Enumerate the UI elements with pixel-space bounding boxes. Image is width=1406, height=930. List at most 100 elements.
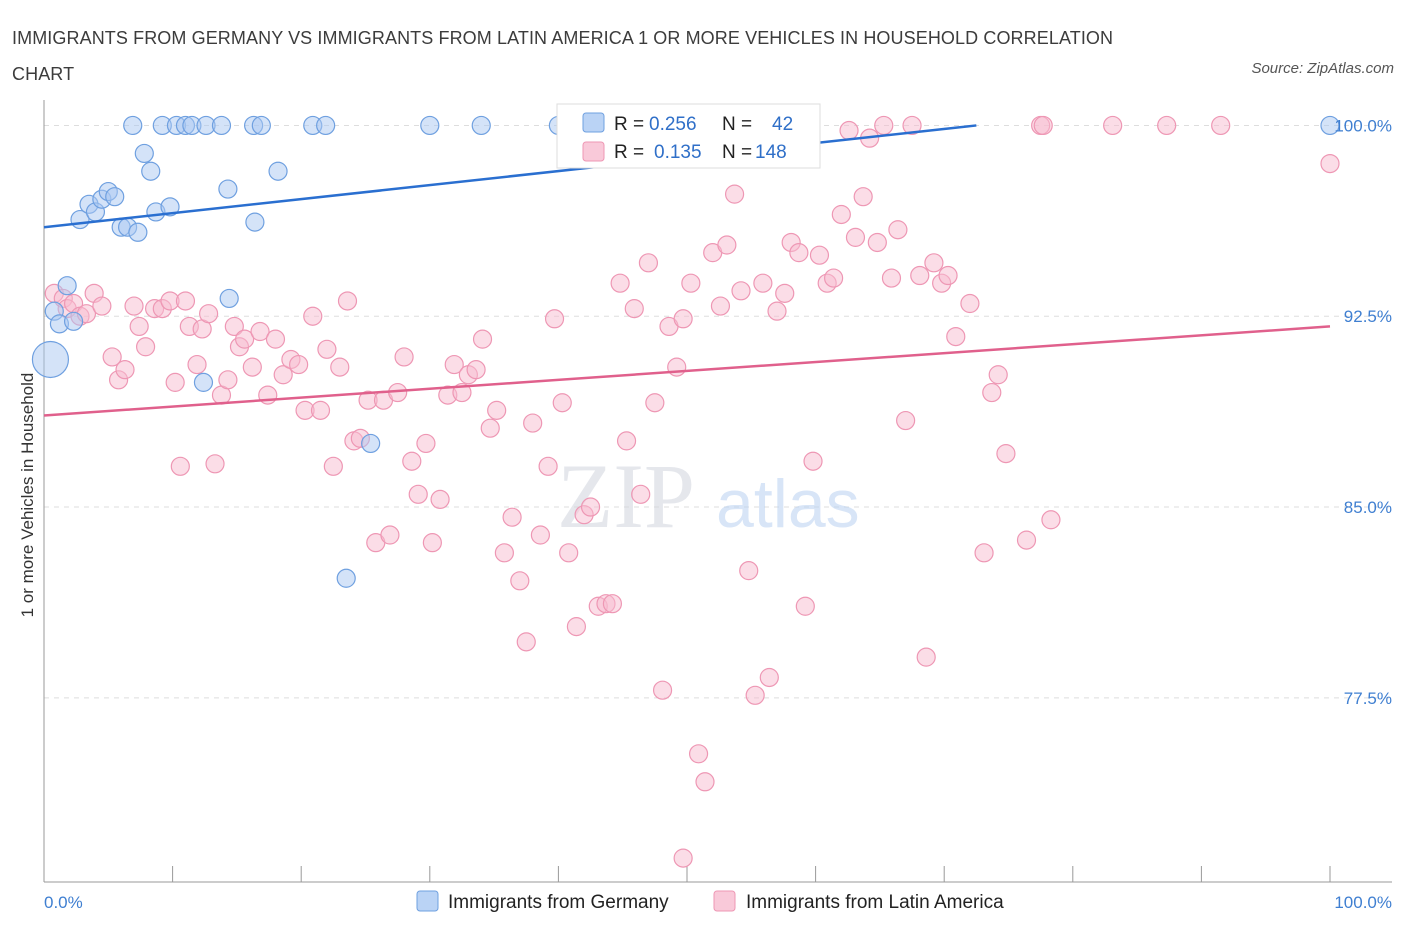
germany-trend-line bbox=[43, 124, 977, 229]
legend-n-value-germany: 42 bbox=[772, 114, 793, 135]
latam-point-11 bbox=[124, 296, 144, 316]
germany-point-26 bbox=[251, 115, 271, 136]
latam-point-111 bbox=[824, 268, 844, 288]
latam-point-93 bbox=[695, 772, 715, 792]
latam-point-39 bbox=[310, 400, 331, 420]
bottom-legend-swatch-germany bbox=[416, 890, 439, 912]
latam-point-19 bbox=[175, 291, 196, 311]
latam-point-138 bbox=[1103, 115, 1123, 136]
latam-point-119 bbox=[881, 268, 902, 288]
latam-point-80 bbox=[602, 594, 623, 614]
latam-point-137 bbox=[1041, 510, 1061, 530]
latam-point-73 bbox=[552, 393, 572, 413]
trend-lines bbox=[43, 124, 1331, 417]
latam-point-68 bbox=[516, 632, 536, 652]
latam-point-89 bbox=[667, 357, 687, 377]
latam-point-115 bbox=[853, 187, 873, 207]
latam-point-100 bbox=[745, 685, 765, 705]
latam-point-7 bbox=[92, 296, 112, 316]
latam-point-43 bbox=[337, 291, 358, 311]
latam-point-139 bbox=[1157, 115, 1177, 136]
legend-n-label-latam: N = bbox=[722, 142, 752, 163]
bottom-legend-label-germany: Immigrants from Germany bbox=[448, 892, 669, 913]
germany-point-13 bbox=[128, 222, 148, 242]
latam-point-127 bbox=[938, 265, 958, 286]
latam-point-90 bbox=[673, 309, 693, 329]
latam-point-8 bbox=[102, 347, 122, 367]
germany-point-28 bbox=[316, 115, 336, 136]
latam-point-85 bbox=[638, 253, 659, 273]
y-axis-label: 1 or more Vehicles in Household bbox=[18, 373, 37, 618]
legend-r-value-germany: 0.256 bbox=[649, 114, 697, 135]
bottom-legend-swatch-latam bbox=[713, 890, 736, 912]
latam-point-134 bbox=[1016, 530, 1037, 550]
latam-point-65 bbox=[494, 543, 514, 563]
latam-point-92 bbox=[688, 744, 709, 764]
latam-point-130 bbox=[974, 543, 994, 563]
legend-r-label-germany: R = bbox=[614, 114, 644, 135]
latam-point-136 bbox=[1033, 115, 1053, 136]
latam-point-141 bbox=[1320, 153, 1340, 174]
chart-title: IMMIGRANTS FROM GERMANY VS IMMIGRANTS FR… bbox=[12, 28, 1114, 84]
legend-n-value-latam: 148 bbox=[755, 142, 787, 163]
latam-point-64 bbox=[487, 400, 507, 420]
latam-point-121 bbox=[896, 410, 916, 431]
latam-point-81 bbox=[610, 273, 630, 293]
germany-point-14 bbox=[134, 143, 154, 164]
latam-point-58 bbox=[444, 354, 464, 375]
latam-point-41 bbox=[323, 456, 343, 476]
latam-point-34 bbox=[273, 365, 293, 385]
latam-point-123 bbox=[910, 265, 930, 286]
latam-point-77 bbox=[580, 497, 601, 517]
latam-point-61 bbox=[466, 360, 486, 380]
germany-point-24 bbox=[211, 115, 232, 136]
latam-point-84 bbox=[631, 484, 651, 504]
source-label: Source: ZipAtlas.com bbox=[1251, 60, 1394, 77]
legend-swatch-germany bbox=[582, 112, 605, 133]
watermark-zip: ZIP bbox=[557, 445, 695, 547]
latam-point-142 bbox=[673, 848, 693, 868]
latam-point-103 bbox=[767, 301, 787, 321]
gridlines bbox=[44, 124, 1392, 699]
latam-point-27 bbox=[224, 316, 244, 337]
latam-point-38 bbox=[303, 306, 323, 326]
germany-point-30 bbox=[471, 115, 491, 136]
latam-point-53 bbox=[408, 484, 428, 504]
latam-point-62 bbox=[472, 329, 493, 349]
latam-point-55 bbox=[422, 533, 442, 553]
latam-point-30 bbox=[242, 357, 262, 377]
latam-point-97 bbox=[724, 184, 745, 204]
latam-point-104 bbox=[775, 283, 795, 303]
latam-point-75 bbox=[566, 617, 587, 637]
latam-point-18 bbox=[170, 456, 190, 476]
germany-point-39 bbox=[336, 568, 356, 588]
watermark-atlas: atlas bbox=[716, 466, 860, 542]
latam-point-23 bbox=[199, 304, 219, 324]
latam-point-98 bbox=[731, 281, 751, 301]
latam-point-117 bbox=[867, 232, 887, 253]
x-tick-label-0: 0.0% bbox=[44, 893, 83, 912]
latam-point-26 bbox=[218, 370, 238, 390]
latam-point-132 bbox=[988, 365, 1008, 385]
latam-point-67 bbox=[510, 571, 530, 591]
germany-point-34 bbox=[245, 212, 265, 232]
germany-point-3 bbox=[57, 276, 77, 296]
latam-point-72 bbox=[544, 309, 565, 329]
latam-point-82 bbox=[616, 431, 637, 451]
latam-point-122 bbox=[902, 115, 922, 136]
germany-point-38 bbox=[361, 433, 381, 454]
germany-point-35 bbox=[268, 161, 288, 181]
latam-point-109 bbox=[809, 245, 830, 265]
latam-point-54 bbox=[416, 433, 436, 454]
y-tick-labels: 77.5% 85.0% 92.5% 100.0% bbox=[1334, 116, 1392, 707]
germany-point-10 bbox=[105, 187, 125, 207]
latam-point-40 bbox=[317, 339, 337, 359]
latam-point-120 bbox=[888, 220, 908, 240]
legend-n-label-germany: N = bbox=[722, 114, 752, 135]
latam-point-106 bbox=[789, 243, 809, 263]
germany-point-0 bbox=[31, 340, 70, 379]
latam-trend-line bbox=[43, 325, 1331, 417]
germany-point-36 bbox=[219, 288, 239, 309]
latam-point-13 bbox=[135, 337, 156, 357]
